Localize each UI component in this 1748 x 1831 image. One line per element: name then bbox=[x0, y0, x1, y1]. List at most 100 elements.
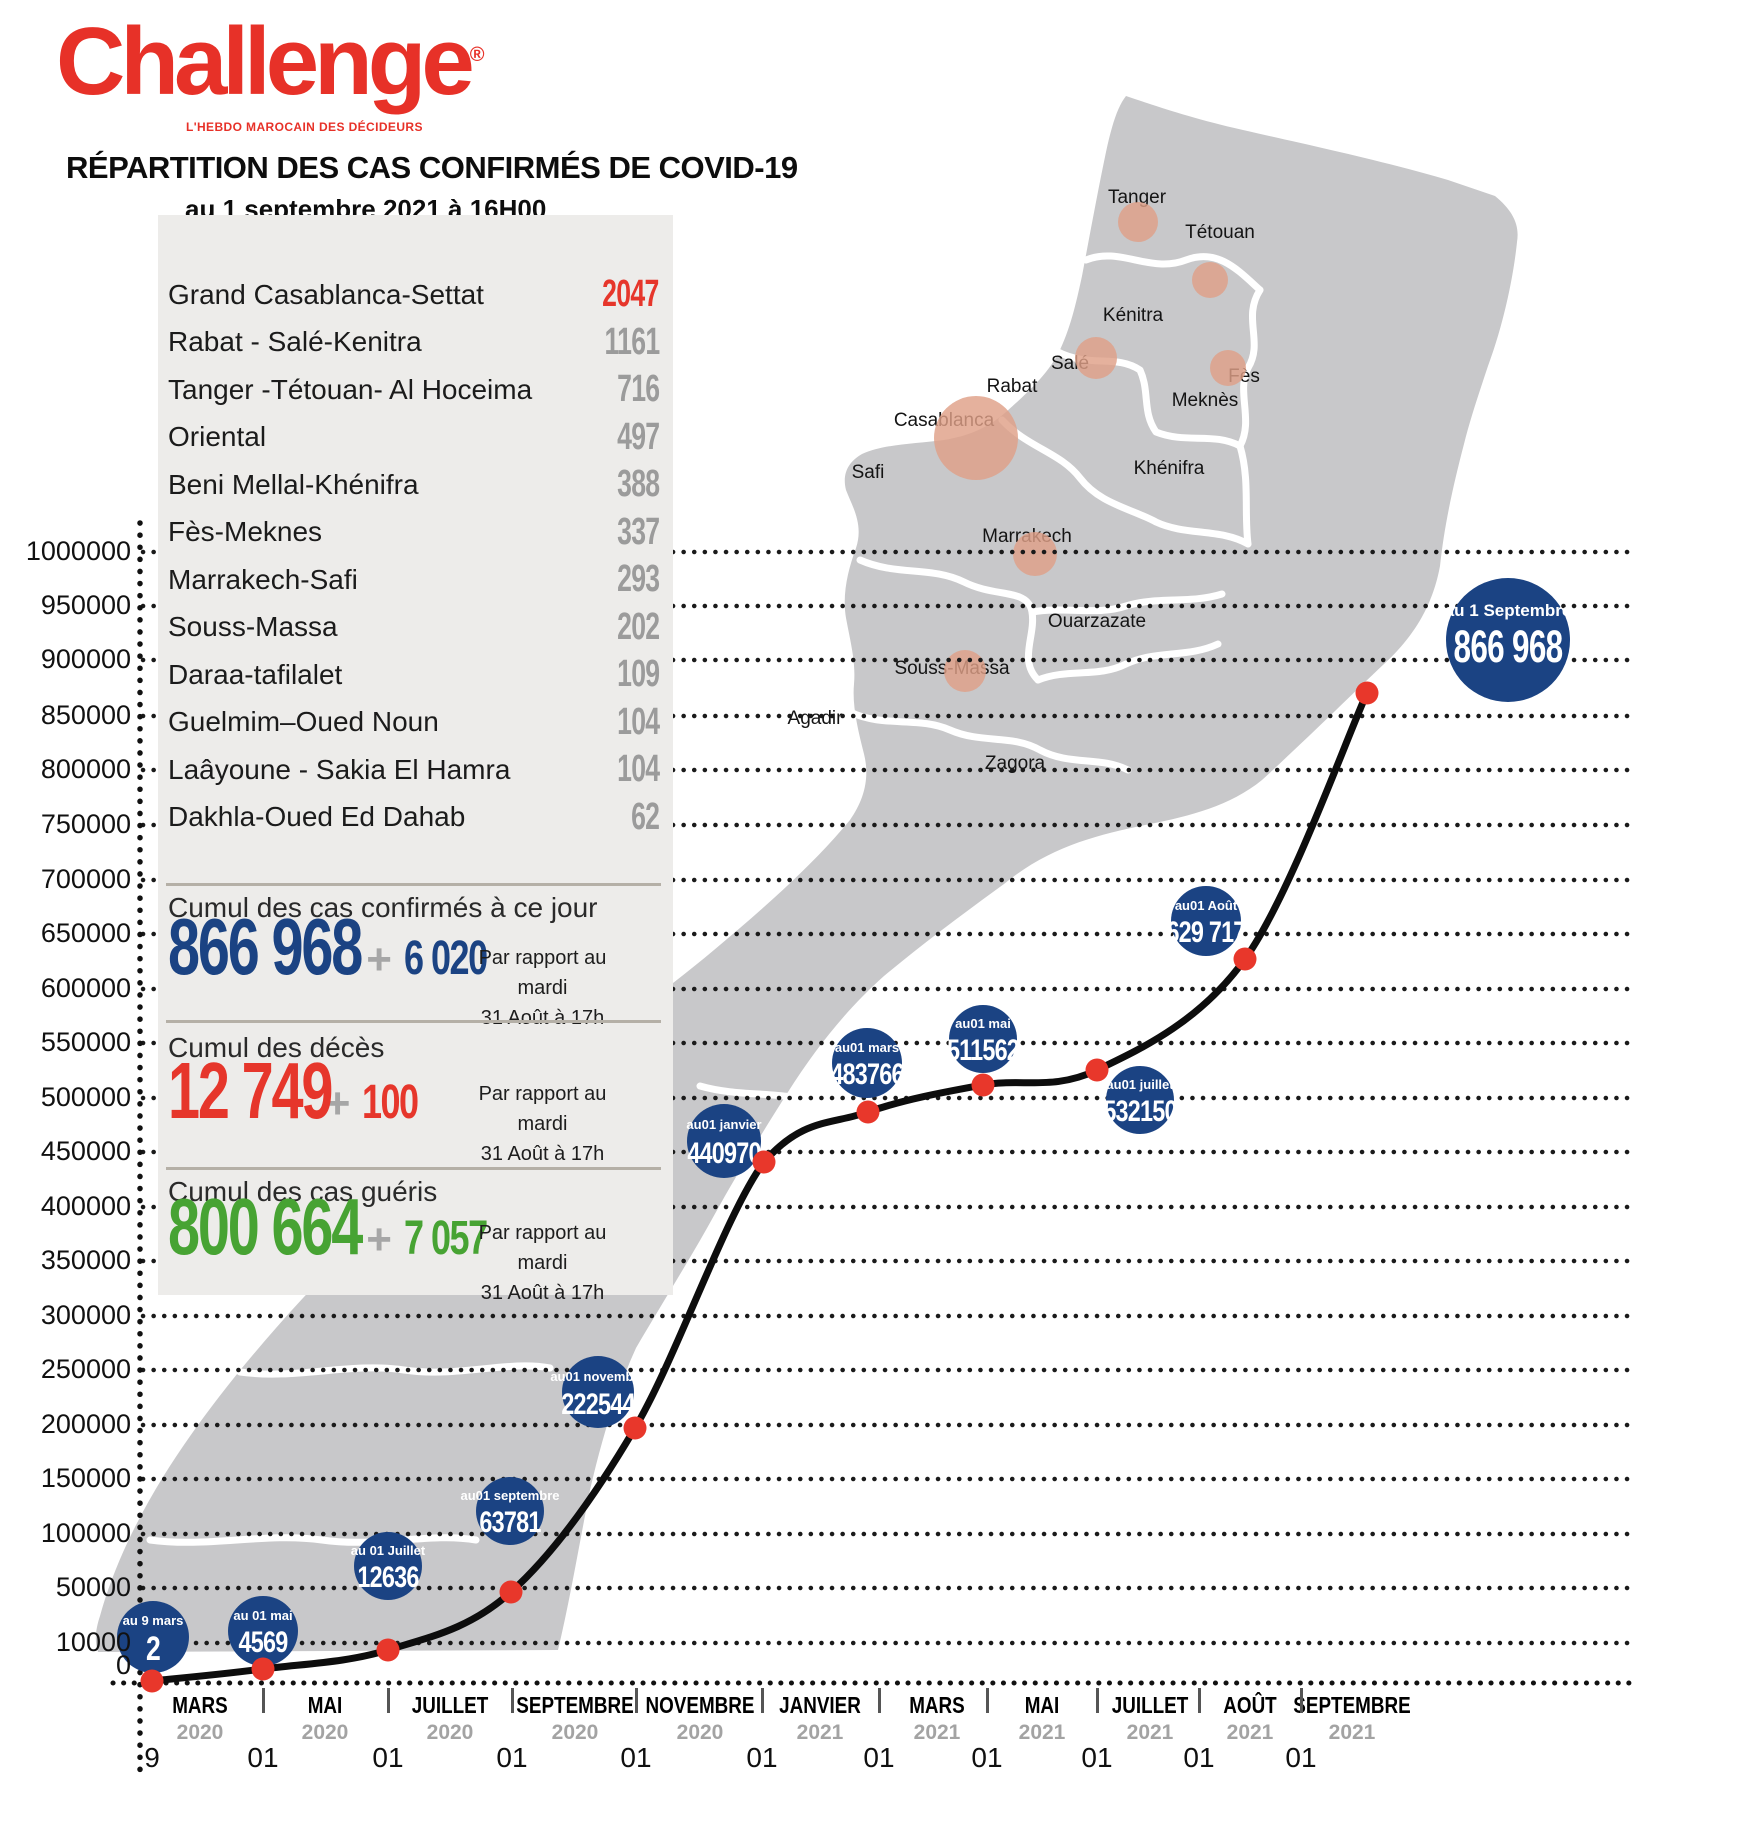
x-tick-label: 01 bbox=[496, 1742, 528, 1773]
data-bubble: au01 novembre 222544 bbox=[550, 1356, 646, 1428]
city-label: Tanger bbox=[1108, 187, 1167, 208]
bubble-value: 440970 bbox=[687, 1136, 760, 1169]
bubble-value: 532150 bbox=[1103, 1094, 1176, 1127]
x-tick-label: 9 bbox=[144, 1742, 160, 1773]
x-tick-label: 01 bbox=[247, 1742, 279, 1773]
logo-tagline: L'HEBDO MAROCAIN DES DÉCIDEURS bbox=[186, 120, 423, 134]
region-name: Tanger -Tétouan- Al Hoceima bbox=[168, 373, 533, 405]
month-label: MARS bbox=[909, 1692, 965, 1718]
x-tick-label: 01 bbox=[863, 1742, 895, 1773]
month-label: AOÛT bbox=[1223, 1692, 1277, 1718]
region-value: 2047 bbox=[602, 273, 660, 316]
region-borders bbox=[146, 252, 1264, 1546]
x-month: JUILLET 2020 bbox=[375, 1692, 525, 1745]
gridlines bbox=[140, 549, 1631, 1646]
bubble-value: 4569 bbox=[239, 1625, 288, 1658]
region-name: Beni Mellal-Khénifra bbox=[168, 468, 419, 500]
city-label: Agadir bbox=[788, 708, 844, 729]
bubble-value: 511562 bbox=[947, 1033, 1019, 1066]
region-value: 1161 bbox=[604, 320, 660, 363]
y-tick-label: 150000 bbox=[40, 1463, 131, 1493]
region-value: 62 bbox=[630, 795, 660, 838]
region-name: Grand Casablanca-Settat bbox=[168, 278, 484, 310]
recovered-note: Par rapport au mardi 31 Août à 17h bbox=[460, 1218, 625, 1308]
note-line: Par rapport au mardi bbox=[478, 1083, 607, 1135]
axis-separator bbox=[1198, 1688, 1201, 1713]
y-tick-label: 250000 bbox=[40, 1354, 131, 1384]
bubble-date-label: au01 Août bbox=[1175, 898, 1238, 913]
note-line: Par rapport au mardi bbox=[478, 947, 607, 999]
region-value: 104 bbox=[616, 748, 660, 791]
city-label: Ouarzazate bbox=[1048, 611, 1146, 632]
x-tick-label: 01 bbox=[1081, 1742, 1113, 1773]
data-bubble: au01 septembre 63781 bbox=[461, 1477, 560, 1545]
region-row: Daraa-tafilalet 109 bbox=[168, 651, 660, 699]
page-title: RÉPARTITION DES CAS CONFIRMÉS DE COVID-1… bbox=[66, 150, 798, 185]
data-bubble: au 9 mars 2 bbox=[117, 1601, 189, 1673]
y-tick-label: 550000 bbox=[40, 1027, 131, 1057]
region-name: Daraa-tafilalet bbox=[168, 658, 343, 690]
region-name: Fès-Meknes bbox=[168, 516, 323, 548]
bubble-date-label: au 01 mai bbox=[233, 1608, 292, 1623]
month-label: JUILLET bbox=[411, 1692, 489, 1718]
bubble-date-label: au01 juillet bbox=[1106, 1077, 1174, 1092]
axis-separator bbox=[511, 1688, 514, 1713]
y-tick-label: 200000 bbox=[40, 1409, 131, 1439]
region-row: Tanger -Tétouan- Al Hoceima 716 bbox=[168, 366, 660, 414]
axis-separator bbox=[761, 1688, 764, 1713]
challenge-logo: Challenge® bbox=[56, 8, 485, 115]
year-label: 2021 bbox=[1226, 1721, 1274, 1744]
confirmed-row: 866 968 + 6 020 bbox=[168, 907, 488, 987]
x-tick-label: 01 bbox=[620, 1742, 652, 1773]
bubble-date-label: au01 janvier bbox=[686, 1117, 761, 1132]
recovered-delta: 7 057 bbox=[403, 1212, 488, 1265]
x-month: AOÛT 2021 bbox=[1175, 1692, 1325, 1745]
region-row: Beni Mellal-Khénifra 388 bbox=[168, 461, 660, 509]
bubble-value: 63781 bbox=[479, 1505, 541, 1538]
year-label: 2021 bbox=[913, 1721, 961, 1744]
region-row: Guelmim–Oued Noun 104 bbox=[168, 699, 660, 747]
data-bubble: au01 mai 511562 bbox=[947, 1005, 1020, 1073]
confirmed-note: Par rapport au mardi 31 Août à 17h bbox=[460, 943, 625, 1033]
year-label: 2020 bbox=[176, 1721, 224, 1744]
y-tick-label: 10000 bbox=[55, 1627, 131, 1657]
region-name: Rabat - Salé-Kenitra bbox=[168, 326, 422, 358]
note-line: Par rapport au mardi bbox=[478, 1222, 607, 1274]
x-month: MAI 2021 bbox=[967, 1692, 1117, 1745]
y-tick-label: 0 bbox=[115, 1650, 131, 1680]
month-label: NOVEMBRE bbox=[645, 1692, 755, 1718]
region-row: Fès-Meknes 337 bbox=[168, 509, 660, 557]
region-value: 293 bbox=[616, 558, 660, 601]
plus-icon: + bbox=[366, 935, 392, 984]
year-label: 2021 bbox=[1328, 1721, 1376, 1744]
data-bubble: au01 mars 483766 bbox=[830, 1028, 904, 1098]
bubble-value: 12636 bbox=[357, 1560, 418, 1593]
region-row: Souss-Massa 202 bbox=[168, 604, 660, 652]
bubble-tanger bbox=[1118, 202, 1158, 242]
year-label: 2021 bbox=[1126, 1721, 1174, 1744]
section-divider bbox=[166, 1167, 661, 1170]
y-tick-label: 700000 bbox=[40, 864, 131, 894]
month-label: MARS bbox=[172, 1692, 228, 1718]
bubble-date-label: au01 mars bbox=[835, 1040, 899, 1055]
data-bubble: au 01 Juillet 12636 bbox=[351, 1532, 426, 1600]
month-label: SEPTEMBRE bbox=[1293, 1692, 1411, 1718]
year-label: 2020 bbox=[551, 1721, 599, 1744]
year-label: 2020 bbox=[426, 1721, 474, 1744]
city-label: Tétouan bbox=[1185, 222, 1255, 243]
data-bubble: au01 juillet 532150 bbox=[1103, 1066, 1177, 1134]
bubble-value: 222544 bbox=[561, 1387, 635, 1420]
region-list: Grand Casablanca-Settat 2047 Rabat - Salé… bbox=[168, 271, 660, 841]
region-row: Marrakech-Safi 293 bbox=[168, 556, 660, 604]
data-bubble: au01 Août 629 717 bbox=[1166, 886, 1246, 956]
region-value: 337 bbox=[616, 510, 660, 553]
region-name: Laâyoune - Sakia El Hamra bbox=[168, 753, 511, 785]
region-value: 104 bbox=[616, 700, 660, 743]
bubble-date-label: au 9 mars bbox=[123, 1613, 184, 1628]
y-tick-label: 500000 bbox=[40, 1082, 131, 1112]
month-label: MAI bbox=[307, 1692, 343, 1718]
region-row: Laâyoune - Sakia El Hamra 104 bbox=[168, 746, 660, 794]
region-row: Oriental 497 bbox=[168, 414, 660, 462]
